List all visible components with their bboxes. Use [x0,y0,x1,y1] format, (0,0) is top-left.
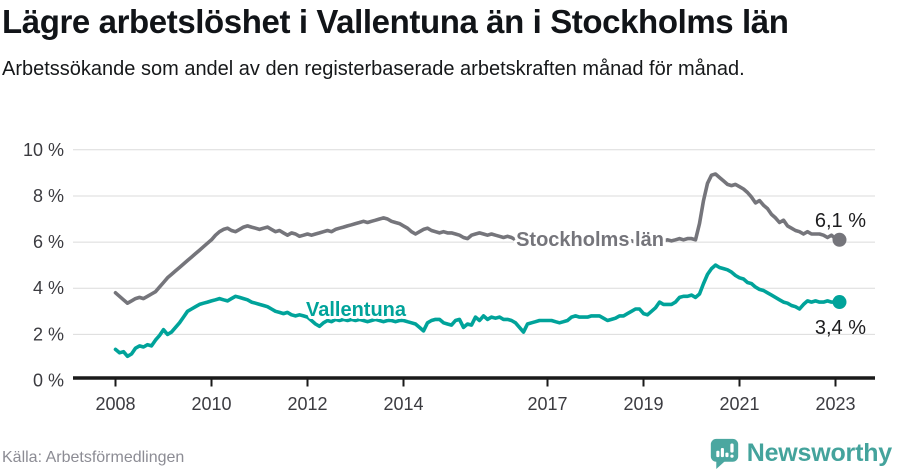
source-note: Källa: Arbetsförmedlingen [2,449,185,466]
page-title: Lägre arbetslöshet i Vallentuna än i Sto… [2,3,789,40]
x-tick-label: 2023 [815,394,855,414]
x-tick-label: 2012 [287,394,327,414]
x-tick-label: 2014 [383,394,423,414]
series-label-stockholms-lan: Stockholms län [516,229,664,251]
chart-subtitle: Arbetssökande som andel av den registerb… [2,58,745,80]
series-end-value-stockholms-lan: 6,1 % [815,210,866,232]
x-tick-label: 2019 [623,394,663,414]
x-tick-label: 2010 [191,394,231,414]
series-end-dot-vallentuna [832,295,847,310]
series-end-dot-stockholms-lan [832,232,847,247]
y-tick-label: 8 % [33,186,64,206]
series-line-vallentuna [113,263,842,359]
newsworthy-speech-bubble-bar-chart-icon [710,438,738,469]
x-tick-label: 2017 [527,394,567,414]
y-tick-label: 4 % [33,278,64,298]
brand-name: Newsworthy [746,439,892,467]
y-tick-label: 6 % [33,232,64,252]
newsworthy-logo: Newsworthy [709,437,892,470]
series-label-vallentuna: Vallentuna [306,299,407,321]
series-line-stockholms-lan [113,172,842,306]
y-tick-label: 0 % [33,371,64,391]
x-tick-label: 2008 [95,394,135,414]
x-tick-label: 2021 [719,394,759,414]
y-tick-label: 10 % [23,140,64,160]
y-tick-label: 2 % [33,324,64,344]
series-end-value-vallentuna: 3,4 % [815,317,866,339]
